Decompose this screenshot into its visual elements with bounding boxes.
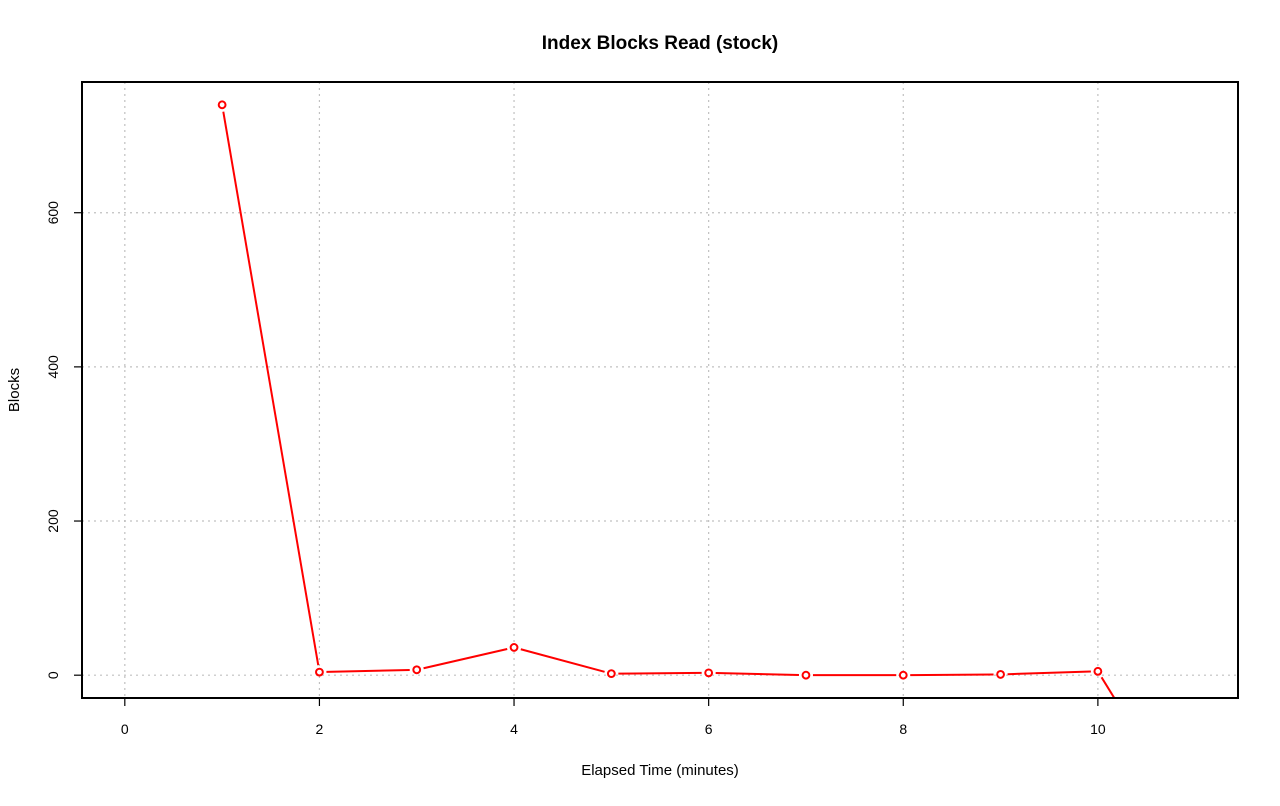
series-line-segment bbox=[520, 648, 605, 673]
x-tick-label: 6 bbox=[705, 721, 713, 737]
series-layer bbox=[217, 100, 1116, 698]
series-line-segment bbox=[423, 648, 508, 670]
data-point bbox=[996, 670, 1005, 679]
series-line-segment bbox=[618, 671, 702, 675]
x-tick-label: 0 bbox=[121, 721, 129, 737]
y-axis-label: Blocks bbox=[6, 368, 23, 412]
y-tick-label: 600 bbox=[45, 201, 61, 225]
series-line-segment bbox=[222, 111, 320, 666]
x-tick-label: 2 bbox=[316, 721, 324, 737]
x-axis-label: Elapsed Time (minutes) bbox=[581, 762, 739, 779]
series-line-segment bbox=[1007, 670, 1091, 676]
x-tick-label: 8 bbox=[899, 721, 907, 737]
y-tick-label: 200 bbox=[45, 509, 61, 533]
grid-lines bbox=[82, 82, 1238, 698]
data-point bbox=[898, 670, 908, 680]
plot-frame bbox=[81, 81, 1239, 699]
series-line-segment bbox=[715, 672, 799, 677]
data-point bbox=[509, 643, 519, 652]
y-tick-label: 400 bbox=[45, 355, 61, 379]
data-point bbox=[217, 100, 227, 110]
data-point bbox=[315, 667, 324, 677]
data-point bbox=[801, 670, 811, 680]
x-tick-label: 10 bbox=[1090, 721, 1106, 737]
x-tick-label: 4 bbox=[510, 721, 518, 737]
data-point bbox=[1093, 666, 1103, 676]
data-point bbox=[412, 665, 422, 675]
data-point bbox=[606, 669, 616, 679]
y-axis: 0 200 400 600 bbox=[45, 201, 82, 679]
chart-title: Index Blocks Read (stock) bbox=[542, 33, 779, 54]
series-line-segment bbox=[326, 668, 410, 673]
series-line-segment bbox=[1100, 676, 1116, 698]
x-axis: 0 2 4 6 8 10 bbox=[121, 698, 1106, 737]
series-line-segment bbox=[910, 673, 994, 677]
data-point bbox=[704, 668, 714, 678]
y-tick-label: 0 bbox=[45, 671, 61, 679]
